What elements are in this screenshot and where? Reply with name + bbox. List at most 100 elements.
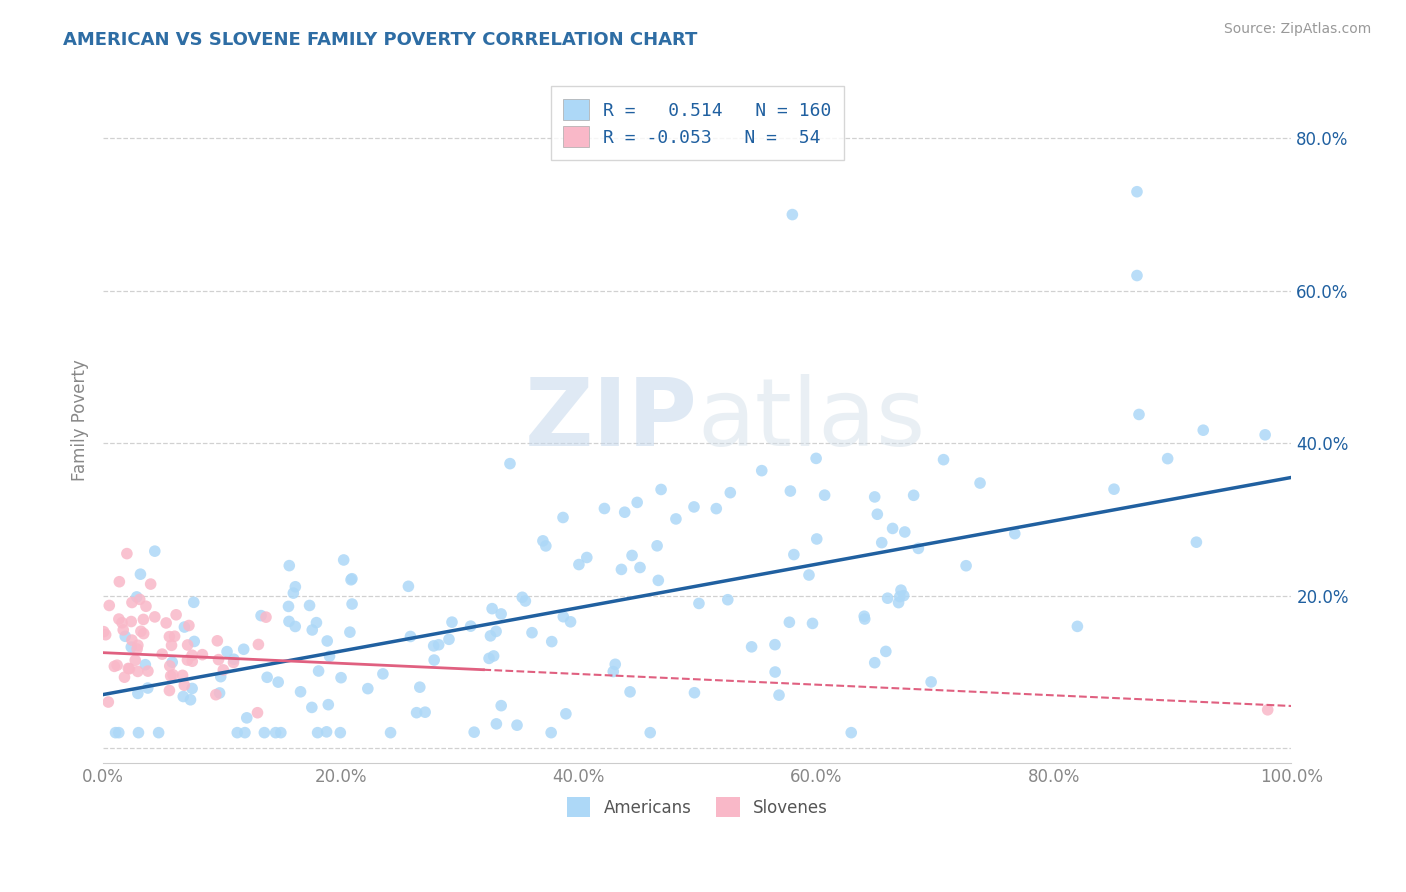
Point: [250, 608, 273, 623]
Point: [127, 638, 149, 652]
Point: [222, 652, 245, 666]
Point: [481, 601, 503, 615]
Point: [163, 629, 186, 643]
Point: [136, 681, 159, 695]
Point: [778, 615, 800, 630]
Point: [177, 618, 200, 632]
Point: [853, 609, 876, 624]
Point: [482, 648, 505, 663]
Point: [318, 698, 340, 712]
Point: [763, 638, 786, 652]
Point: [105, 658, 128, 673]
Point: [114, 670, 136, 684]
Point: [160, 638, 183, 652]
Point: [920, 674, 942, 689]
Point: [704, 501, 727, 516]
Point: [277, 599, 299, 614]
Point: [191, 648, 214, 662]
Point: [741, 640, 763, 654]
Point: [253, 725, 276, 739]
Point: [340, 573, 363, 587]
Point: [890, 583, 912, 598]
Point: [208, 686, 231, 700]
Point: [531, 533, 554, 548]
Point: [111, 615, 134, 630]
Point: [181, 681, 204, 696]
Point: [540, 725, 562, 739]
Point: [628, 560, 651, 574]
Point: [176, 653, 198, 667]
Point: [645, 539, 668, 553]
Point: [209, 670, 232, 684]
Point: [357, 681, 380, 696]
Point: [499, 457, 522, 471]
Text: Source: ZipAtlas.com: Source: ZipAtlas.com: [1223, 22, 1371, 37]
Point: [205, 688, 228, 702]
Point: [485, 624, 508, 639]
Point: [139, 577, 162, 591]
Point: [1126, 268, 1149, 283]
Point: [267, 675, 290, 690]
Point: [207, 633, 229, 648]
Point: [423, 653, 446, 667]
Point: [863, 490, 886, 504]
Point: [801, 616, 824, 631]
Point: [1102, 482, 1125, 496]
Point: [307, 725, 329, 739]
Point: [1128, 408, 1150, 422]
Point: [506, 718, 529, 732]
Point: [121, 633, 143, 648]
Point: [806, 532, 828, 546]
Point: [1257, 703, 1279, 717]
Point: [647, 574, 669, 588]
Point: [340, 597, 363, 611]
Point: [551, 510, 574, 524]
Point: [120, 615, 142, 629]
Point: [94, 628, 117, 642]
Point: [121, 595, 143, 609]
Point: [489, 698, 512, 713]
Point: [128, 592, 150, 607]
Point: [478, 651, 501, 665]
Point: [247, 638, 270, 652]
Point: [437, 632, 460, 647]
Point: [717, 592, 740, 607]
Point: [804, 451, 827, 466]
Point: [134, 657, 156, 672]
Point: [853, 612, 876, 626]
Point: [782, 208, 804, 222]
Point: [683, 500, 706, 514]
Point: [1254, 427, 1277, 442]
Point: [108, 612, 131, 626]
Point: [779, 484, 801, 499]
Point: [114, 629, 136, 643]
Point: [284, 580, 307, 594]
Point: [233, 725, 256, 739]
Point: [932, 452, 955, 467]
Point: [143, 610, 166, 624]
Point: [132, 612, 155, 626]
Point: [887, 596, 910, 610]
Point: [626, 495, 648, 509]
Point: [132, 626, 155, 640]
Point: [125, 590, 148, 604]
Point: [222, 656, 245, 670]
Point: [903, 488, 925, 502]
Point: [301, 623, 323, 637]
Point: [907, 541, 929, 556]
Point: [613, 505, 636, 519]
Point: [893, 589, 915, 603]
Point: [284, 619, 307, 633]
Point: [315, 724, 337, 739]
Point: [290, 685, 312, 699]
Point: [969, 476, 991, 491]
Point: [117, 661, 139, 675]
Point: [602, 665, 624, 679]
Point: [768, 688, 790, 702]
Point: [181, 648, 204, 663]
Text: AMERICAN VS SLOVENE FAMILY POVERTY CORRELATION CHART: AMERICAN VS SLOVENE FAMILY POVERTY CORRE…: [63, 31, 697, 49]
Point: [894, 524, 917, 539]
Point: [560, 615, 582, 629]
Point: [380, 725, 402, 739]
Point: [143, 544, 166, 558]
